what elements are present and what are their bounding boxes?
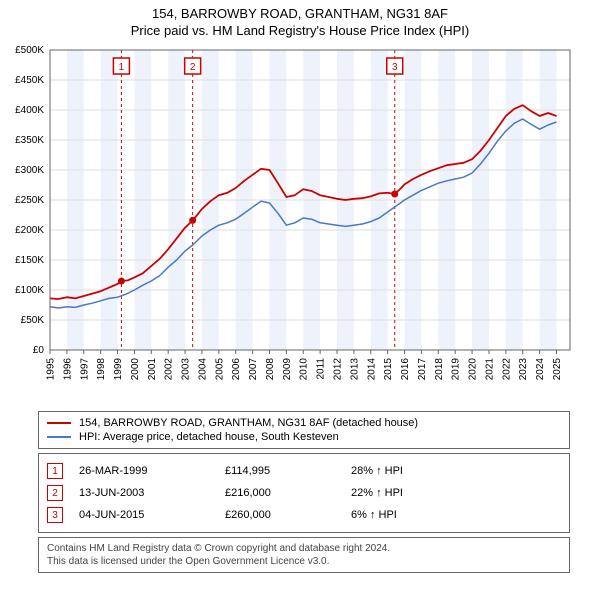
sale-date: 04-JUN-2015 xyxy=(79,509,209,521)
sale-badge: 2 xyxy=(47,485,63,501)
svg-text:1997: 1997 xyxy=(79,358,90,381)
svg-text:2004: 2004 xyxy=(197,358,208,381)
legend-row: HPI: Average price, detached house, Sout… xyxy=(47,430,561,444)
sale-price: £216,000 xyxy=(225,487,335,499)
svg-text:1996: 1996 xyxy=(62,358,73,381)
sale-row: 1 26-MAR-1999 £114,995 28% ↑ HPI xyxy=(47,460,561,482)
svg-text:2023: 2023 xyxy=(518,358,529,381)
svg-text:2002: 2002 xyxy=(164,358,175,381)
svg-text:2015: 2015 xyxy=(383,358,394,381)
svg-text:1999: 1999 xyxy=(113,358,124,381)
svg-text:£350K: £350K xyxy=(15,135,44,146)
svg-text:£100K: £100K xyxy=(15,285,44,296)
svg-text:2001: 2001 xyxy=(147,358,158,381)
svg-text:2010: 2010 xyxy=(299,358,310,381)
sales-table: 1 26-MAR-1999 £114,995 28% ↑ HPI 2 13-JUN-200… xyxy=(38,453,570,533)
svg-text:2006: 2006 xyxy=(231,358,242,381)
svg-text:1998: 1998 xyxy=(96,358,107,381)
legend-swatch xyxy=(47,436,71,438)
svg-text:2021: 2021 xyxy=(484,358,495,381)
svg-text:1995: 1995 xyxy=(46,358,57,381)
sale-diff: 22% ↑ HPI xyxy=(351,487,461,499)
svg-text:£300K: £300K xyxy=(15,165,44,176)
svg-text:2: 2 xyxy=(190,62,196,73)
svg-text:£450K: £450K xyxy=(15,75,44,86)
legend-label: HPI: Average price, detached house, Sout… xyxy=(79,431,339,443)
svg-text:2025: 2025 xyxy=(552,358,563,381)
svg-text:£250K: £250K xyxy=(15,195,44,206)
sale-row: 2 13-JUN-2003 £216,000 22% ↑ HPI xyxy=(47,482,561,504)
svg-text:2017: 2017 xyxy=(417,358,428,381)
svg-text:2022: 2022 xyxy=(501,358,512,381)
svg-text:2007: 2007 xyxy=(248,358,259,381)
svg-text:2012: 2012 xyxy=(333,358,344,381)
svg-text:£400K: £400K xyxy=(15,105,44,116)
svg-text:2005: 2005 xyxy=(214,358,225,381)
legend-row: 154, BARROWBY ROAD, GRANTHAM, NG31 8AF (… xyxy=(47,416,561,430)
svg-text:£50K: £50K xyxy=(21,315,45,326)
svg-text:2019: 2019 xyxy=(451,358,462,381)
svg-text:£500K: £500K xyxy=(15,45,44,56)
title-sub: Price paid vs. HM Land Registry's House … xyxy=(4,23,596,38)
svg-text:2016: 2016 xyxy=(400,358,411,381)
svg-text:3: 3 xyxy=(392,62,398,73)
svg-text:2018: 2018 xyxy=(434,358,445,381)
svg-text:£0: £0 xyxy=(33,345,45,356)
sale-price: £114,995 xyxy=(225,465,335,477)
footer: Contains HM Land Registry data © Crown c… xyxy=(38,537,570,573)
svg-text:2024: 2024 xyxy=(535,358,546,381)
legend-label: 154, BARROWBY ROAD, GRANTHAM, NG31 8AF (… xyxy=(79,417,418,429)
chart: £0 £50K £100K £150K £200K £250K £300K £350K £400… xyxy=(0,40,600,405)
sale-row: 3 04-JUN-2015 £260,000 6% ↑ HPI xyxy=(47,504,561,526)
legend: 154, BARROWBY ROAD, GRANTHAM, NG31 8AF (… xyxy=(38,411,570,449)
legend-swatch xyxy=(47,422,71,424)
svg-text:2000: 2000 xyxy=(130,358,141,381)
page: 154, BARROWBY ROAD, GRANTHAM, NG31 8AF P… xyxy=(0,0,600,573)
svg-text:2008: 2008 xyxy=(265,358,276,381)
svg-text:2013: 2013 xyxy=(349,358,360,381)
title-main: 154, BARROWBY ROAD, GRANTHAM, NG31 8AF xyxy=(4,6,596,21)
sale-date: 26-MAR-1999 xyxy=(79,465,209,477)
footer-line2: This data is licensed under the Open Gov… xyxy=(47,555,561,568)
sale-diff: 6% ↑ HPI xyxy=(351,509,461,521)
chart-svg: £0 £50K £100K £150K £200K £250K £300K £350K £400… xyxy=(0,40,600,400)
svg-text:2014: 2014 xyxy=(366,358,377,381)
svg-text:2020: 2020 xyxy=(468,358,479,381)
svg-text:2009: 2009 xyxy=(282,358,293,381)
svg-text:1: 1 xyxy=(119,62,125,73)
svg-text:£150K: £150K xyxy=(15,255,44,266)
sale-badge: 1 xyxy=(47,463,63,479)
sale-diff: 28% ↑ HPI xyxy=(351,465,461,477)
title-block: 154, BARROWBY ROAD, GRANTHAM, NG31 8AF P… xyxy=(0,0,600,40)
svg-text:2003: 2003 xyxy=(181,358,192,381)
sale-date: 13-JUN-2003 xyxy=(79,487,209,499)
sale-price: £260,000 xyxy=(225,509,335,521)
svg-text:2011: 2011 xyxy=(316,358,327,380)
footer-line1: Contains HM Land Registry data © Crown c… xyxy=(47,542,561,555)
svg-text:£200K: £200K xyxy=(15,225,44,236)
sale-badge: 3 xyxy=(47,507,63,523)
